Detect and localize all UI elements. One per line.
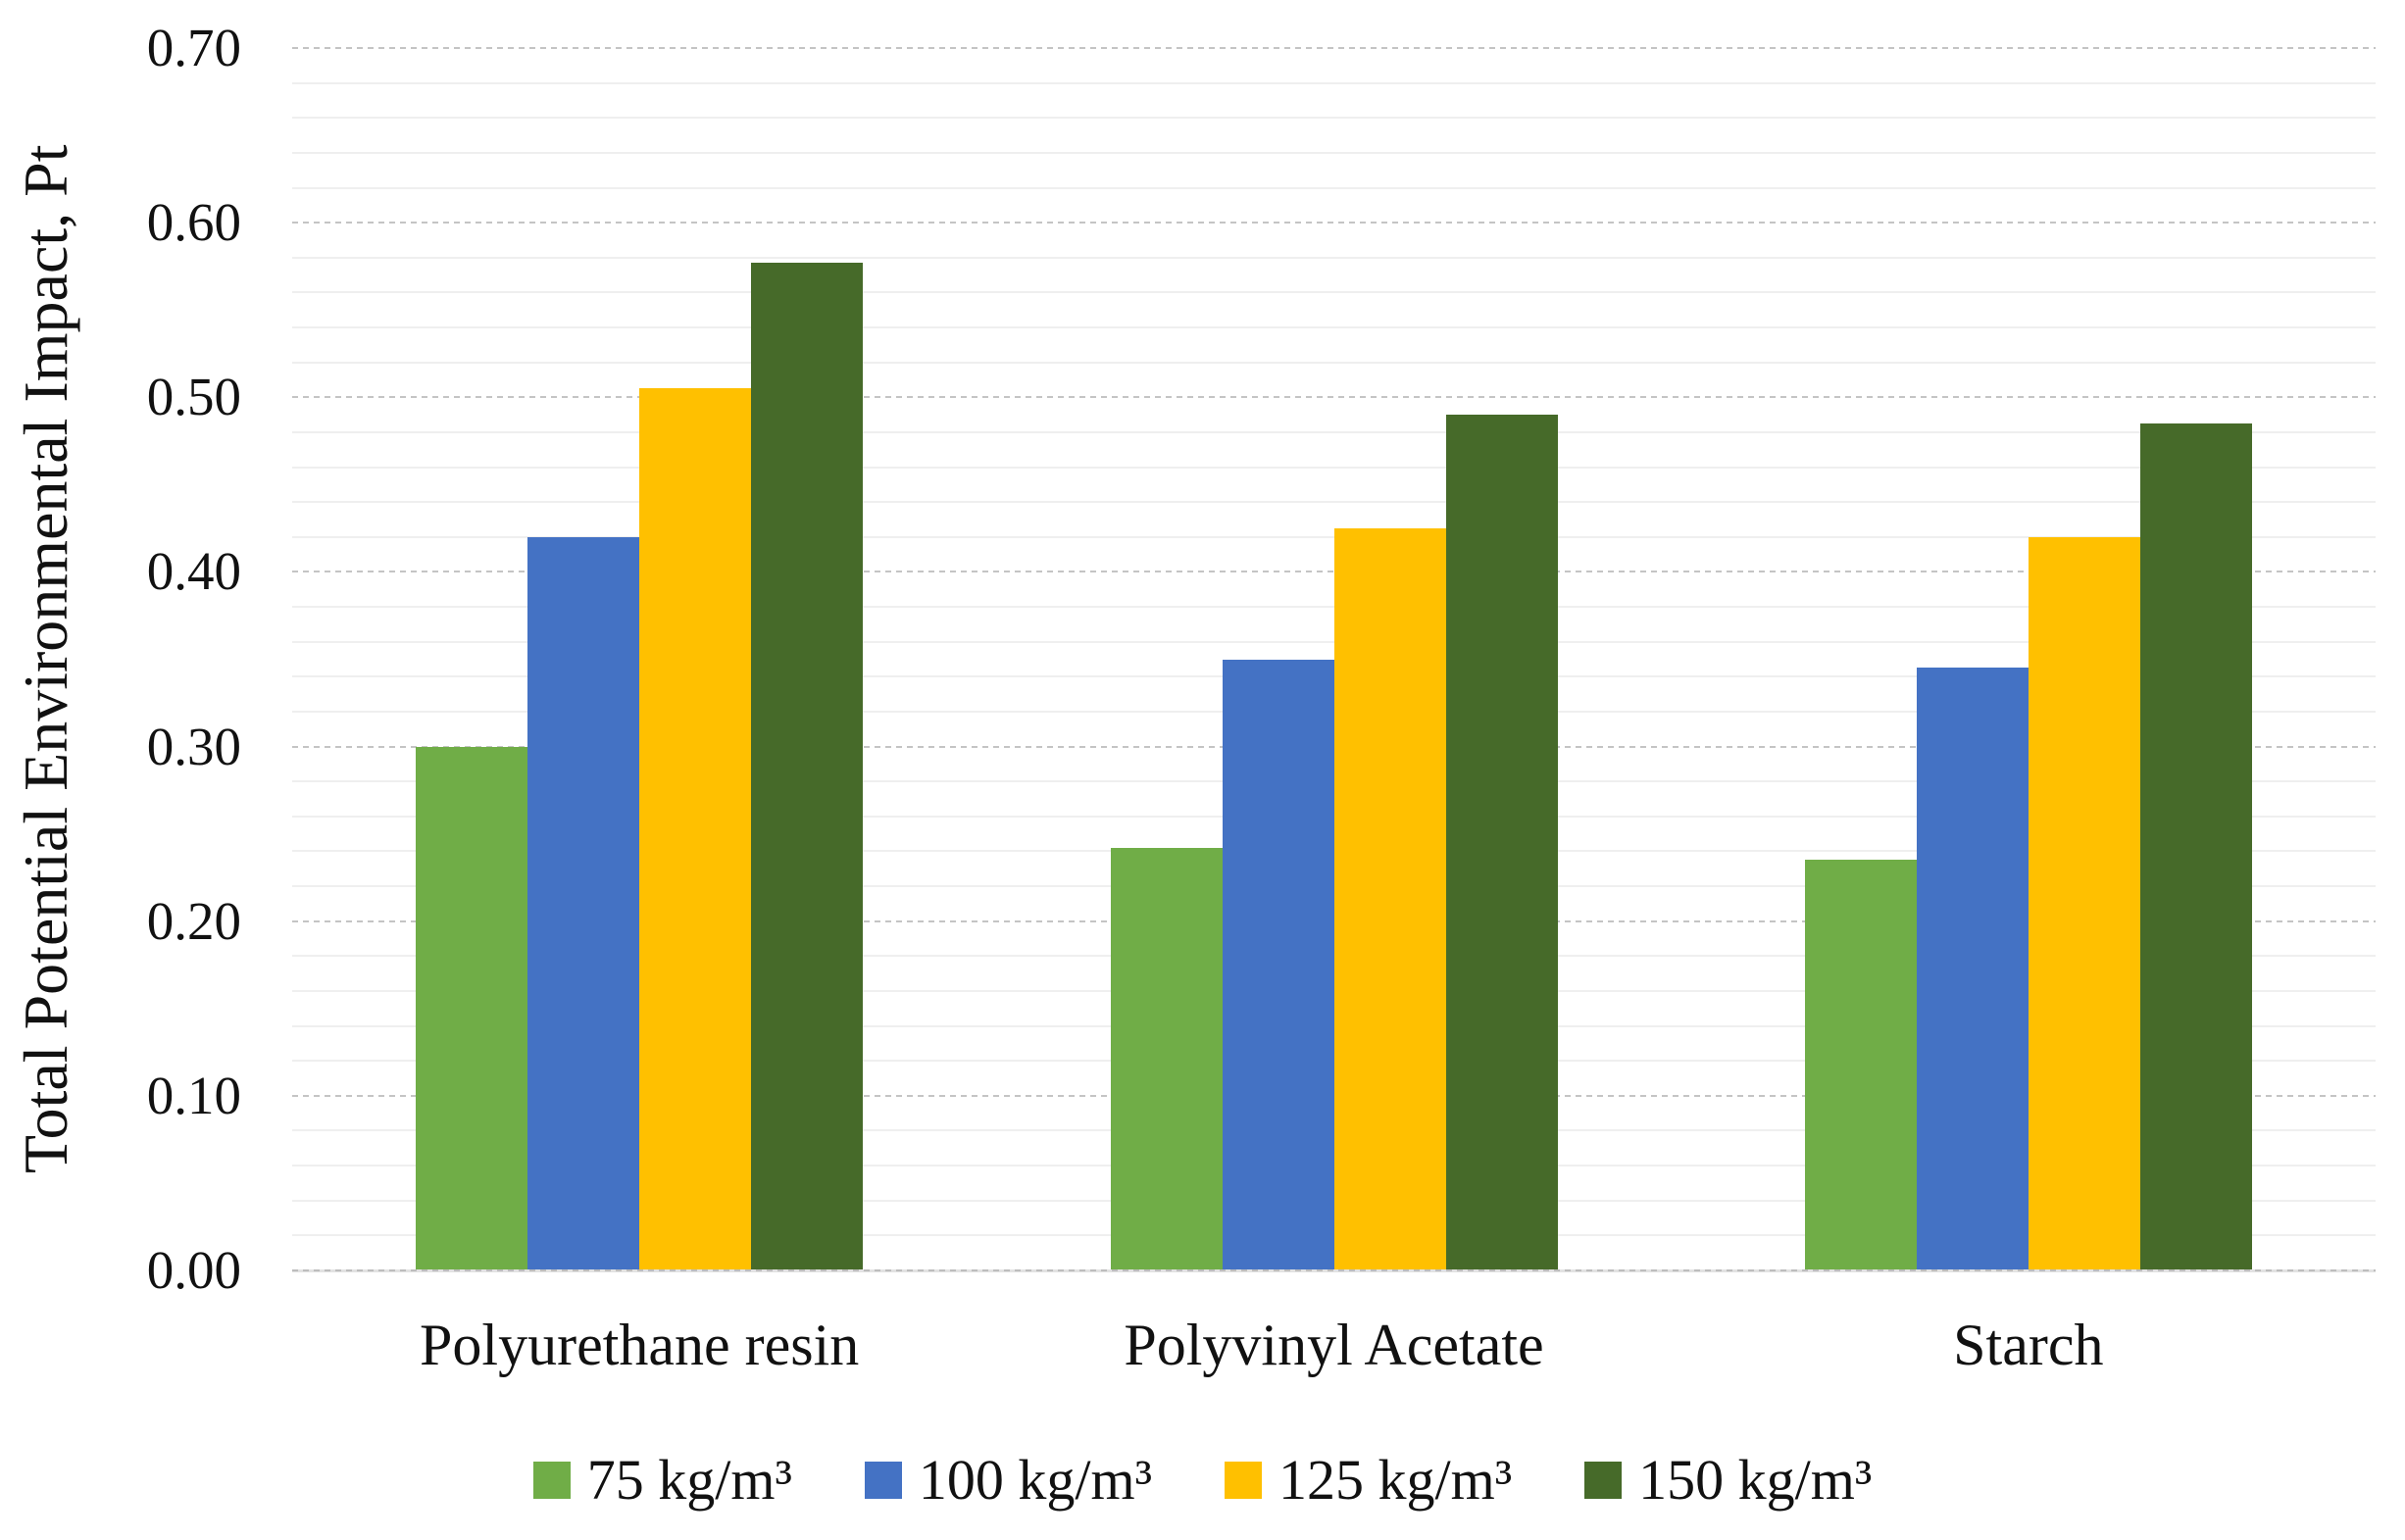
minor-gridline — [292, 186, 2376, 189]
bar-100kgm-polyvinyl-acetate — [1222, 659, 1334, 1270]
minor-gridline — [292, 326, 2376, 329]
bar-150kgm-polyurethane-resin — [751, 263, 864, 1270]
legend-item: 125 kg/m³ — [1225, 1452, 1512, 1509]
y-tick-label: 0.70 — [146, 18, 241, 77]
minor-gridline — [292, 501, 2376, 504]
minor-gridline — [292, 256, 2376, 259]
legend-swatch-icon — [864, 1462, 902, 1499]
y-tick-label: 0.30 — [146, 716, 241, 776]
minor-gridline — [292, 117, 2376, 120]
y-tick-label: 0.10 — [146, 1065, 241, 1125]
minor-gridline — [292, 361, 2376, 364]
category-label: Polyurethane resin — [420, 1312, 860, 1377]
bar-75kgm-polyurethane-resin — [416, 746, 528, 1270]
bar-125kgm-starch — [2028, 536, 2140, 1270]
y-tick-label: 0.00 — [146, 1240, 241, 1300]
legend-swatch-icon — [1225, 1462, 1262, 1499]
minor-gridline — [292, 81, 2376, 84]
category-label: Polyvinyl Acetate — [1124, 1312, 1544, 1377]
y-tick-label: 0.20 — [146, 890, 241, 951]
legend-swatch-icon — [1584, 1462, 1623, 1499]
legend: 75 kg/m³ 100 kg/m³ 125 kg/m³ 150 kg/m³ — [0, 1433, 2405, 1527]
x-axis-zero-gridline — [292, 1269, 2376, 1271]
minor-gridline — [292, 430, 2376, 433]
minor-gridline — [292, 151, 2376, 154]
legend-swatch-icon — [532, 1462, 571, 1499]
y-tick-label: 0.50 — [146, 367, 241, 427]
bar-125kgm-polyurethane-resin — [639, 388, 752, 1270]
y-axis-tick-labels: 0.00 0.10 0.20 0.30 0.40 0.50 0.60 0.70 — [0, 0, 247, 1540]
bar-100kgm-starch — [1916, 668, 2029, 1270]
category-label: Starch — [1953, 1312, 2104, 1377]
bar-75kgm-starch — [1804, 860, 1917, 1270]
major-gridline — [292, 396, 2376, 399]
y-tick-label: 0.40 — [146, 541, 241, 602]
legend-item: 100 kg/m³ — [864, 1448, 1152, 1512]
minor-gridline — [292, 291, 2376, 294]
minor-gridline — [292, 466, 2376, 469]
y-tick-label: 0.60 — [146, 192, 241, 253]
category-labels: Polyurethane resin Polyvinyl Acetate Starc… — [292, 1306, 2376, 1384]
legend-label: 100 kg/m³ — [918, 1448, 1152, 1512]
bar-125kgm-polyvinyl-acetate — [1333, 527, 1446, 1270]
legend-item: 75 kg/m³ — [532, 1448, 792, 1512]
bar-150kgm-polyvinyl-acetate — [1445, 415, 1558, 1270]
legend-label: 150 kg/m³ — [1638, 1448, 1873, 1512]
bar-100kgm-polyurethane-resin — [527, 536, 640, 1270]
legend-label: 125 kg/m³ — [1278, 1448, 1513, 1512]
bar-75kgm-polyvinyl-acetate — [1110, 847, 1223, 1270]
plot-area — [292, 47, 2376, 1272]
major-gridline — [292, 47, 2376, 49]
legend-label: 75 kg/m³ — [586, 1448, 792, 1512]
legend-item: 150 kg/m³ — [1584, 1452, 1872, 1509]
bar-150kgm-starch — [2139, 423, 2252, 1270]
major-gridline — [292, 222, 2376, 224]
